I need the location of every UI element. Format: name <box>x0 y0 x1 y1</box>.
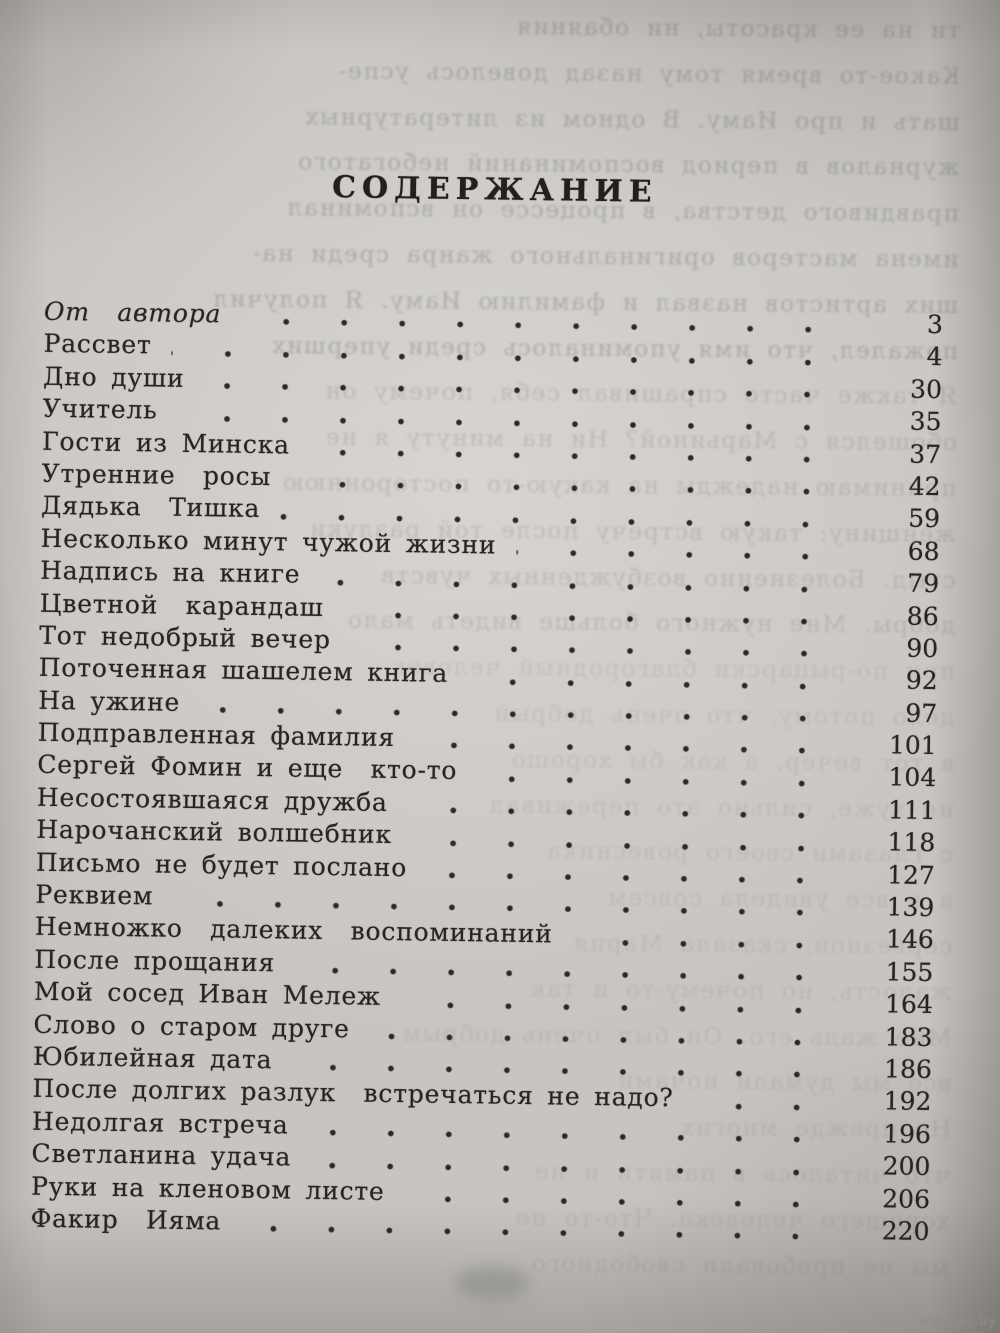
toc-entry-page-number: 139 <box>886 892 935 923</box>
toc-entry-title: Светланина удача <box>31 1138 292 1172</box>
dot-leader <box>280 513 861 529</box>
dot-leader <box>204 382 862 400</box>
toc-entry-page-number: 59 <box>908 503 941 534</box>
toc-entry-title: Дно души <box>42 361 185 393</box>
dot-leader <box>404 1195 850 1209</box>
ink-smudge <box>455 1266 530 1300</box>
dot-leader <box>309 448 861 464</box>
toc-entry-page-number: 4 <box>926 342 943 372</box>
toc-entry-title: Цветной карандаш <box>39 588 324 622</box>
toc-entry-title: После прощания <box>34 944 276 978</box>
toc-entry-page-number: 111 <box>887 795 936 825</box>
toc-entry-page-number: 35 <box>909 406 942 437</box>
toc-entry-title: Нарочанский волшебник <box>36 814 393 850</box>
toc-entry-title: Недолгая встреча <box>31 1106 289 1140</box>
dot-leader <box>290 480 861 497</box>
dot-leader <box>477 775 857 788</box>
toc-entry-title: Гости из Минска <box>41 426 291 459</box>
page-title: СОДЕРЖАНИЕ <box>331 170 658 210</box>
dot-leader <box>400 1000 853 1015</box>
toc-entry-title: Дядька Тишка <box>40 491 261 524</box>
dot-leader <box>693 1102 852 1112</box>
toc-entry-title: Утренние росы <box>41 458 272 492</box>
toc-entry-title: Сергей Фомин и еще кто-то <box>37 750 458 786</box>
toc-entry-page-number: 164 <box>884 989 934 1020</box>
toc-entry-page-number: 101 <box>888 730 937 761</box>
toc-entry-title: Несостоявшаяся дружба <box>36 782 388 817</box>
toc-entry-page-number: 206 <box>882 1183 931 1214</box>
toc-entry-title: Надпись на книге <box>39 555 301 589</box>
toc-entry-page-number: 127 <box>886 859 935 890</box>
toc-entry-page-number: 68 <box>907 536 940 566</box>
toc-entry-title: Поточенная шашелем книга <box>38 653 449 689</box>
toc-entry-title: Факир Ияма <box>30 1203 222 1236</box>
dot-leader <box>467 677 858 691</box>
toc-entry-page-number: 37 <box>909 439 942 469</box>
dot-leader <box>572 938 854 950</box>
dot-leader <box>411 838 856 853</box>
dot-leader <box>320 578 860 594</box>
toc-entry-title: Юбилейная дата <box>32 1041 273 1075</box>
toc-entry-title: Письмо не будет послано <box>35 847 408 882</box>
toc-entry-page-number: 186 <box>883 1054 933 1085</box>
dot-leader <box>426 871 855 885</box>
dot-leader <box>199 706 858 723</box>
toc-entry-page-number: 183 <box>884 1021 933 1052</box>
toc-entry-page-number: 79 <box>907 568 940 599</box>
dot-leader <box>311 1161 851 1177</box>
toc-entry-page-number: 90 <box>906 633 939 663</box>
toc-entry-title: От автора <box>43 296 222 329</box>
toc-entry-page-number: 118 <box>887 827 936 858</box>
dot-leader <box>241 318 863 335</box>
toc-entry-title: На ужине <box>38 685 181 717</box>
watermark: www.ay.by <box>919 1314 997 1329</box>
dot-leader <box>369 1032 853 1047</box>
dot-leader <box>308 1128 851 1144</box>
toc-entry-page-number: 86 <box>906 601 939 631</box>
dot-leader <box>294 966 854 983</box>
dot-leader <box>240 1225 850 1242</box>
table-of-contents: От автора 3 Рассвет 4 Дно души 30 Учител… <box>30 297 943 1250</box>
toc-entry-page-number: 220 <box>881 1216 930 1246</box>
toc-entry-title: Руки на кленовом листе <box>30 1171 385 1206</box>
toc-entry-page-number: 155 <box>885 957 934 987</box>
toc-entry-title: Тот недобрый вечер <box>39 620 332 654</box>
toc-entry-title: Реквием <box>35 879 154 911</box>
toc-entry-title: Учитель <box>42 393 158 425</box>
toc-entry-page-number: 146 <box>885 924 935 955</box>
dot-leader <box>516 548 860 562</box>
toc-entry-title: Слово о старом друге <box>33 1009 350 1043</box>
toc-entry-page-number: 42 <box>908 471 941 502</box>
dot-leader <box>414 741 857 756</box>
toc-entry-page-number: 196 <box>883 1119 932 1149</box>
toc-entry-page-number: 97 <box>905 698 938 728</box>
dot-leader <box>407 806 856 821</box>
toc-entry-page-number: 192 <box>883 1086 932 1117</box>
toc-entry-page-number: 200 <box>882 1151 931 1182</box>
toc-entry-title: Рассвет <box>43 329 152 360</box>
toc-entry-title: Подправленная фамилия <box>37 717 396 753</box>
dot-leader <box>343 611 859 626</box>
toc-entry-title: Мой сосед Иван Мележ <box>33 976 382 1012</box>
dot-leader <box>292 1063 852 1080</box>
toc-entry-title: Несколько минут чужой жизни <box>40 523 497 560</box>
toc-entry-page-number: 92 <box>905 665 938 696</box>
toc-entry-page-number: 30 <box>909 374 943 404</box>
dot-leader <box>350 643 859 659</box>
toc-entry-page-number: 3 <box>926 309 944 340</box>
toc-entry-page-number: 104 <box>888 762 937 793</box>
